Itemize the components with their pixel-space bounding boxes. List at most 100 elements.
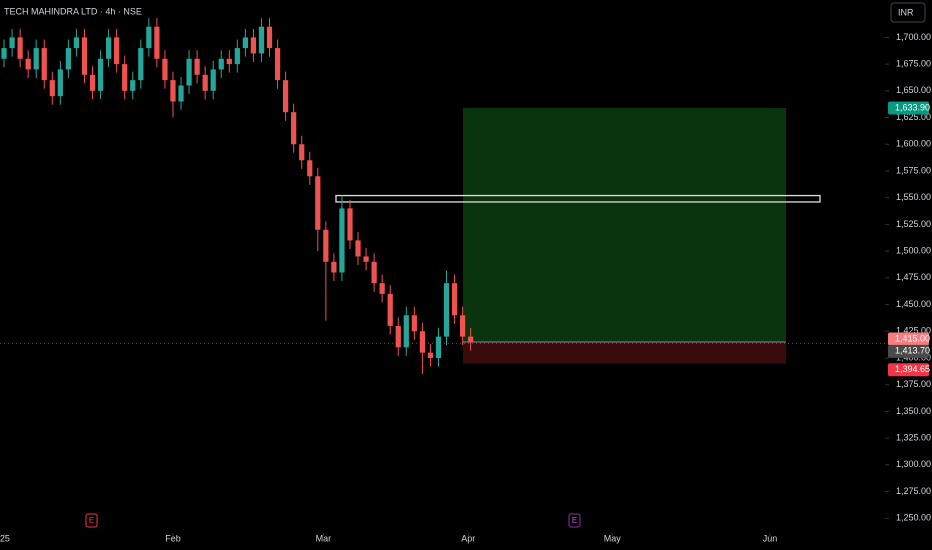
y-tick-label: 1,250.00 bbox=[896, 513, 931, 523]
candle-body bbox=[17, 37, 23, 59]
candle-body bbox=[194, 58, 200, 75]
price-tag bbox=[888, 332, 929, 346]
candle-body bbox=[355, 240, 361, 257]
candle-body bbox=[403, 315, 409, 348]
candle-body bbox=[81, 37, 88, 75]
candle-body bbox=[186, 58, 192, 86]
candle-body bbox=[178, 85, 184, 102]
candle-body bbox=[33, 48, 39, 70]
candle-body bbox=[9, 37, 15, 49]
y-tick-label: 1,650.00 bbox=[896, 85, 931, 95]
y-tick-label: 1,350.00 bbox=[896, 406, 931, 416]
earnings-label[interactable]: E bbox=[89, 516, 94, 525]
x-tick-label: Mar bbox=[316, 533, 332, 543]
y-tick-label: 1,550.00 bbox=[896, 192, 931, 202]
candle-body bbox=[122, 64, 128, 91]
y-tick-label: 1,625.00 bbox=[896, 112, 931, 122]
candle-body bbox=[202, 74, 208, 91]
candle-body bbox=[459, 315, 466, 337]
candle-body bbox=[443, 283, 450, 337]
candle-body bbox=[468, 336, 474, 342]
candle-body bbox=[170, 80, 176, 102]
candle-body bbox=[97, 58, 104, 91]
currency-label[interactable]: INR bbox=[898, 7, 914, 17]
candle-body bbox=[226, 58, 232, 65]
y-tick-label: 1,575.00 bbox=[896, 165, 931, 175]
chart-title: TECH MAHINDRA LTD · 4h · NSE bbox=[4, 6, 142, 16]
candle-body bbox=[57, 69, 63, 97]
candle-body bbox=[419, 331, 426, 353]
price-tag-label: 1,415.00 bbox=[895, 333, 930, 343]
price-tag bbox=[888, 363, 929, 377]
candle-body bbox=[89, 74, 96, 91]
y-tick-label: 1,375.00 bbox=[896, 379, 931, 389]
y-tick-label: 1,425.00 bbox=[896, 326, 931, 336]
candle-body bbox=[379, 283, 385, 294]
candle-body bbox=[105, 37, 112, 59]
candle-body bbox=[371, 261, 377, 284]
price-tag-label: 1,413.70 bbox=[895, 346, 930, 356]
candle-body bbox=[242, 37, 249, 49]
candle-body bbox=[41, 48, 47, 81]
candle-body bbox=[25, 58, 31, 70]
x-tick-label: Feb bbox=[165, 533, 181, 543]
candle-body bbox=[162, 58, 168, 81]
candle-body bbox=[138, 48, 144, 81]
candle-body bbox=[49, 80, 55, 97]
candle-body bbox=[395, 325, 401, 348]
candle-body bbox=[347, 208, 353, 241]
earnings-icon[interactable] bbox=[85, 513, 98, 528]
candle-body bbox=[315, 176, 321, 230]
candle-body bbox=[65, 48, 72, 70]
candle-body bbox=[323, 229, 329, 262]
y-tick-label: 1,600.00 bbox=[896, 139, 931, 149]
price-tag bbox=[888, 101, 929, 115]
y-tick-label: 1,525.00 bbox=[896, 219, 931, 229]
zone-rectangle bbox=[335, 194, 821, 203]
candle-body bbox=[218, 58, 224, 70]
loss-zone bbox=[463, 341, 786, 364]
candle-body bbox=[291, 112, 297, 145]
y-tick-label: 1,700.00 bbox=[896, 32, 931, 42]
candle-body bbox=[282, 80, 289, 113]
candle-body bbox=[1, 48, 7, 59]
candle-body bbox=[114, 37, 120, 65]
y-tick-label: 1,450.00 bbox=[896, 299, 931, 309]
y-tick-label: 1,675.00 bbox=[896, 58, 931, 68]
candle-body bbox=[363, 256, 369, 262]
candle-body bbox=[307, 160, 313, 177]
price-tag bbox=[888, 344, 929, 358]
candle-body bbox=[427, 352, 434, 358]
x-tick-label: Apr bbox=[461, 533, 475, 543]
candle-body bbox=[154, 26, 160, 59]
candle-body bbox=[266, 26, 273, 49]
candle-body bbox=[146, 26, 152, 49]
candle-body bbox=[73, 37, 80, 49]
candle-body bbox=[250, 37, 257, 54]
candle-body bbox=[387, 293, 393, 326]
x-tick-label: May bbox=[604, 533, 622, 543]
candle-body bbox=[299, 144, 305, 161]
x-tick-label: 25 bbox=[0, 533, 10, 543]
y-tick-label: 1,275.00 bbox=[896, 486, 931, 496]
x-tick-label: Jun bbox=[763, 533, 778, 543]
candle-body bbox=[331, 261, 337, 273]
candle-body bbox=[130, 80, 136, 91]
y-tick-label: 1,325.00 bbox=[896, 433, 931, 443]
candle-body bbox=[210, 69, 216, 91]
earnings-icon[interactable] bbox=[568, 513, 581, 528]
y-tick-label: 1,300.00 bbox=[896, 459, 931, 469]
candle-body bbox=[451, 283, 458, 316]
candle-body bbox=[339, 208, 345, 273]
profit-zone bbox=[463, 108, 786, 342]
y-tick-label: 1,475.00 bbox=[896, 272, 931, 282]
candle-body bbox=[274, 48, 281, 81]
price-tag-label: 1,394.65 bbox=[895, 364, 930, 374]
candle-body bbox=[234, 48, 240, 65]
candle-body bbox=[258, 26, 265, 54]
currency-button[interactable] bbox=[890, 2, 926, 23]
earnings-label[interactable]: E bbox=[572, 516, 577, 525]
candle-body bbox=[411, 315, 417, 332]
price-tag-label: 1,633.90 bbox=[895, 102, 930, 112]
